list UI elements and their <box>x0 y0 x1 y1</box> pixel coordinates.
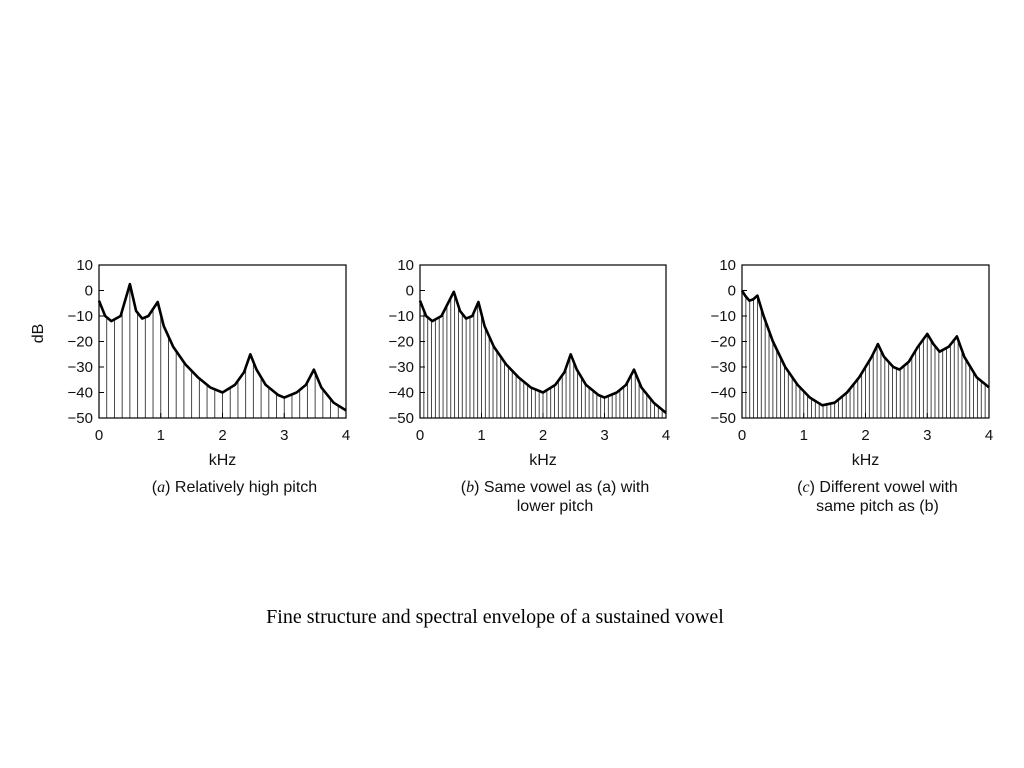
panel-caption-b: (b) Same vowel as (a) with <box>461 479 650 496</box>
figure-caption: Fine structure and spectral envelope of … <box>266 606 724 628</box>
panel-caption-a: (a) Relatively high pitch <box>152 479 317 496</box>
x-tick-label: 3 <box>280 427 288 444</box>
x-tick-label: 2 <box>218 427 226 444</box>
y-tick-label: 10 <box>719 257 736 274</box>
panel-caption-c: (c) Different vowel with <box>797 479 958 496</box>
y-tick-label: −40 <box>68 385 93 402</box>
y-tick-label: −40 <box>711 385 736 402</box>
y-tick-label: −30 <box>68 359 93 376</box>
x-tick-label: 0 <box>95 427 103 444</box>
x-axis-label: kHz <box>852 452 880 469</box>
y-tick-label: −10 <box>68 308 93 325</box>
y-tick-label: −30 <box>389 359 414 376</box>
x-axis-label: kHz <box>529 452 557 469</box>
y-tick-label: −40 <box>389 385 414 402</box>
x-axis-label: kHz <box>209 452 237 469</box>
y-tick-label: 0 <box>406 283 414 300</box>
y-axis-label: dB <box>30 324 47 344</box>
x-tick-label: 4 <box>985 427 993 444</box>
y-tick-label: −50 <box>711 410 736 427</box>
x-tick-label: 3 <box>600 427 608 444</box>
y-tick-label: −20 <box>389 334 414 351</box>
panel-caption-b: lower pitch <box>517 498 593 515</box>
y-tick-label: −30 <box>711 359 736 376</box>
x-tick-label: 0 <box>738 427 746 444</box>
panel-caption-c: same pitch as (b) <box>816 498 939 515</box>
x-tick-label: 3 <box>923 427 931 444</box>
y-tick-label: −50 <box>389 410 414 427</box>
x-tick-label: 1 <box>800 427 808 444</box>
y-tick-label: −20 <box>68 334 93 351</box>
x-tick-label: 2 <box>861 427 869 444</box>
harmonics-b <box>423 294 663 418</box>
x-tick-label: 1 <box>157 427 165 444</box>
x-tick-label: 0 <box>416 427 424 444</box>
x-tick-label: 1 <box>477 427 485 444</box>
x-tick-label: 4 <box>342 427 350 444</box>
spectral-envelope-a <box>97 282 347 412</box>
y-tick-label: 10 <box>397 257 414 274</box>
y-tick-label: −50 <box>68 410 93 427</box>
x-tick-label: 2 <box>539 427 547 444</box>
y-tick-label: 10 <box>76 257 93 274</box>
y-tick-label: 0 <box>728 283 736 300</box>
y-tick-label: −20 <box>711 334 736 351</box>
harmonics-c <box>745 295 986 418</box>
spectral-envelope-b <box>418 290 667 414</box>
x-tick-label: 4 <box>662 427 670 444</box>
y-tick-label: 0 <box>85 283 93 300</box>
spectral-envelope-c <box>740 289 990 407</box>
harmonics-a <box>106 284 339 418</box>
y-tick-label: −10 <box>389 308 414 325</box>
y-tick-label: −10 <box>711 308 736 325</box>
